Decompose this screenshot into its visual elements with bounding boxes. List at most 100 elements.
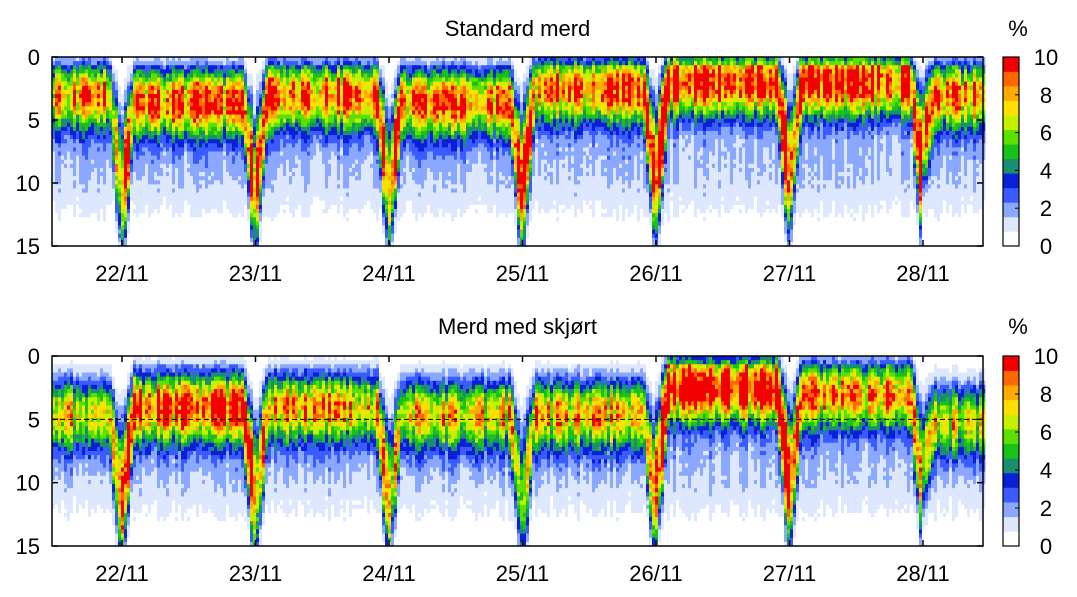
heatmap-cell xyxy=(187,176,191,181)
heatmap-cell xyxy=(163,118,167,124)
heatmap-cell xyxy=(175,163,179,169)
heatmap-cell xyxy=(169,172,173,177)
heatmap-cell xyxy=(202,188,206,193)
heatmap-cell xyxy=(358,184,362,189)
heatmap-cell xyxy=(325,106,329,111)
heatmap-cell xyxy=(184,57,188,62)
heatmap-cell xyxy=(130,118,134,124)
heatmap-cell xyxy=(190,221,194,226)
heatmap-cell xyxy=(82,102,86,107)
heatmap-cell xyxy=(130,192,134,197)
heatmap-cell xyxy=(109,143,113,148)
heatmap-cell xyxy=(52,176,56,181)
heatmap-cell xyxy=(316,61,320,66)
heatmap-cell xyxy=(67,233,71,239)
heatmap-cell xyxy=(70,102,74,107)
heatmap-cell xyxy=(199,147,203,152)
heatmap-cell xyxy=(169,89,173,95)
heatmap-cell xyxy=(166,237,170,243)
heatmap-cell xyxy=(196,192,200,197)
heatmap-cell xyxy=(97,167,101,173)
heatmap-cell xyxy=(169,188,173,193)
heatmap-cell xyxy=(361,122,365,128)
heatmap-cell xyxy=(295,229,299,234)
heatmap-cell xyxy=(373,180,377,185)
heatmap-cell xyxy=(82,200,86,206)
heatmap-cell xyxy=(52,130,56,136)
heatmap-cell xyxy=(286,118,290,124)
heatmap-cell xyxy=(340,172,344,177)
heatmap-cell xyxy=(250,85,254,91)
heatmap-cell xyxy=(358,98,362,103)
heatmap-cell xyxy=(169,135,173,140)
heatmap-cell xyxy=(190,73,194,78)
heatmap-cell xyxy=(292,139,296,144)
heatmap-cell xyxy=(343,85,347,91)
heatmap-cell xyxy=(154,114,158,119)
heatmap-cell xyxy=(358,57,362,62)
heatmap-cell xyxy=(103,237,107,243)
heatmap-cell xyxy=(349,98,353,103)
heatmap-cell xyxy=(283,229,287,234)
heatmap-cell xyxy=(337,196,341,202)
heatmap-cell xyxy=(244,126,248,132)
heatmap-cell xyxy=(322,147,326,152)
heatmap-cell xyxy=(310,217,314,222)
heatmap-cell xyxy=(88,213,92,218)
heatmap-cell xyxy=(343,93,347,99)
heatmap-cell xyxy=(58,217,62,222)
heatmap-cell xyxy=(277,167,281,173)
heatmap-cell xyxy=(229,237,233,243)
heatmap-cell xyxy=(145,237,149,243)
heatmap-cell xyxy=(115,184,119,189)
heatmap-cell xyxy=(160,155,164,161)
heatmap-cell xyxy=(196,221,200,226)
heatmap-cell xyxy=(64,209,68,214)
heatmap-cell xyxy=(118,73,122,78)
heatmap-cell xyxy=(196,61,200,66)
heatmap-cell xyxy=(214,122,218,128)
heatmap-cell xyxy=(67,180,71,185)
heatmap-cell xyxy=(187,192,191,197)
heatmap-cell xyxy=(190,81,194,87)
heatmap-cell xyxy=(121,184,125,189)
heatmap-cell xyxy=(364,200,368,206)
heatmap-cell xyxy=(172,73,176,78)
heatmap-cell xyxy=(163,135,167,140)
heatmap-cell xyxy=(52,118,56,124)
heatmap-cell xyxy=(376,143,380,148)
heatmap-cell xyxy=(277,98,281,103)
heatmap-cell xyxy=(166,209,170,214)
heatmap-cell xyxy=(64,172,68,177)
heatmap-cell xyxy=(193,65,197,70)
heatmap-cell xyxy=(280,196,284,202)
heatmap-cell xyxy=(103,184,107,189)
heatmap-cell xyxy=(64,98,68,103)
heatmap-cell xyxy=(97,225,101,230)
heatmap-cell xyxy=(124,69,128,74)
heatmap-cell xyxy=(76,196,80,202)
heatmap-cell xyxy=(358,155,362,161)
heatmap-cell xyxy=(187,57,191,62)
heatmap-cell xyxy=(208,159,212,165)
heatmap-cell xyxy=(145,155,149,161)
heatmap-cell xyxy=(223,180,227,185)
heatmap-cell xyxy=(76,118,80,124)
heatmap-cell xyxy=(145,180,149,185)
heatmap-cell xyxy=(217,167,221,173)
heatmap-cell xyxy=(142,184,146,189)
heatmap-cell xyxy=(55,61,59,66)
heatmap-cell xyxy=(181,102,185,107)
heatmap-cell xyxy=(205,172,209,177)
heatmap-cell xyxy=(259,61,263,66)
heatmap-cell xyxy=(124,155,128,161)
heatmap-cell xyxy=(73,110,77,115)
heatmap-cell xyxy=(328,176,332,181)
heatmap-cell xyxy=(346,102,350,107)
heatmap-cell xyxy=(181,65,185,70)
heatmap-cell xyxy=(172,217,176,222)
heatmap-cell xyxy=(157,114,161,119)
heatmap-cell xyxy=(55,118,59,124)
heatmap-cell xyxy=(310,143,314,148)
heatmap-cell xyxy=(184,180,188,185)
